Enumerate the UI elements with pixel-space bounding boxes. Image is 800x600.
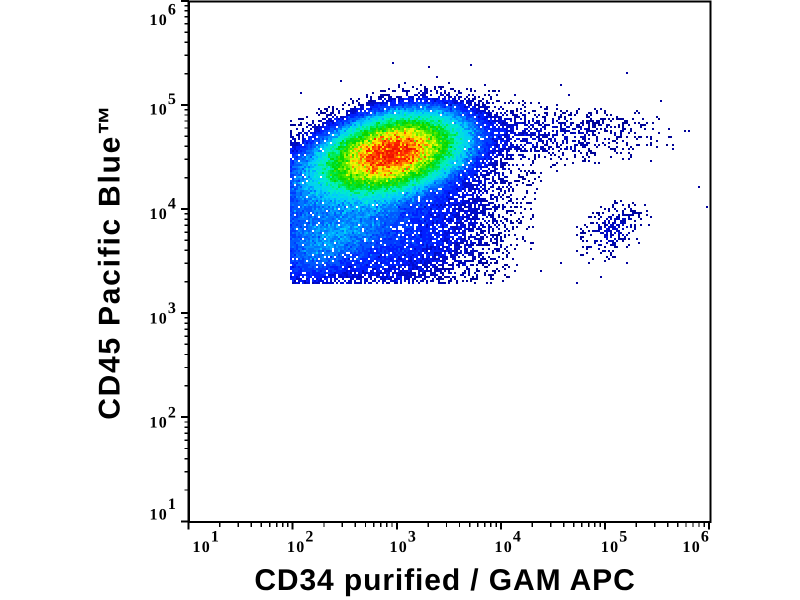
- svg-text:CD45 Pacific Blue™: CD45 Pacific Blue™: [94, 103, 127, 420]
- svg-text:CD34 purified / GAM APC: CD34 purified / GAM APC: [254, 564, 635, 597]
